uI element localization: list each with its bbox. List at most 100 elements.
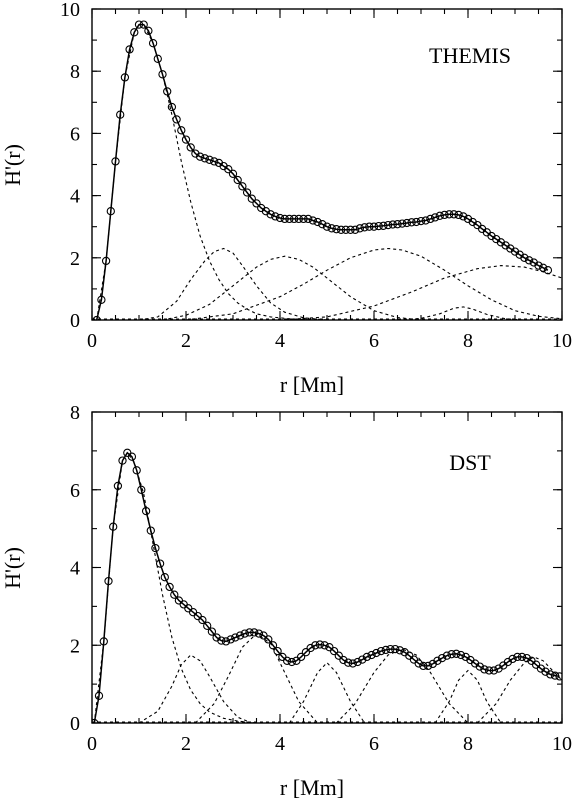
data-point [351,225,360,234]
data-point [452,649,461,658]
data-point [315,640,325,649]
y-tick-label: 8 [70,61,80,83]
x-tick-label: 4 [275,733,285,755]
data-point [172,115,181,124]
data-point [398,219,407,228]
chart-panel-2: 0 2 4 6 8 10 0 2 4 6 8 r [Mm] H'(r) DST [0,402,572,800]
y-tick-label: 8 [70,402,80,424]
data-point [296,652,306,662]
data-point [433,656,442,665]
component-curve-2 [138,247,328,320]
data-point [203,621,212,630]
data-point [344,658,353,667]
data-point [416,216,426,226]
component-curve-6 [434,669,502,723]
data-point [311,641,320,650]
data-point [381,645,390,655]
data-point [402,218,412,228]
data-point [353,657,362,667]
plot-data [92,20,562,320]
data-point [177,126,186,135]
data-point [205,155,214,164]
data-point [355,224,365,233]
data-point [238,182,247,191]
plot-frame [91,411,563,724]
data-point [449,210,459,219]
data-point [522,653,531,663]
x-tick-label: 8 [463,330,473,352]
data-point [125,45,134,54]
data-point [226,635,235,644]
y-tick-label: 4 [70,558,80,580]
y-tick-label: 4 [70,186,80,208]
data-point [543,266,553,275]
x-axis-label: r [Mm] [280,775,344,800]
data-point [524,256,534,265]
data-point [158,70,167,79]
data-point [200,154,209,163]
data-point [346,225,355,234]
y-tick-label: 6 [70,123,80,145]
data-point [546,670,555,679]
data-point [517,652,527,662]
data-point [141,506,151,516]
data-point [539,263,548,272]
y-tick-label: 0 [70,310,80,332]
component-curve-7 [477,656,562,723]
data-point [228,169,238,178]
data-point [92,315,101,320]
data-point [299,214,308,224]
y-tick-label: 2 [70,635,80,657]
data-point [151,543,160,553]
component-curve-5 [397,306,525,320]
y-axis-label: H'(r) [0,144,25,186]
data-point [374,221,383,231]
data-point [327,224,336,233]
data-point [139,20,148,29]
data-point [273,646,282,656]
data-point [146,526,155,535]
component-curve-3 [162,255,422,320]
data-point [358,655,367,664]
component-curve-4 [288,661,366,723]
data-point [235,631,245,640]
data-point [144,26,153,35]
data-point [97,295,106,304]
data-point [520,253,529,262]
data-point [155,559,165,568]
data-point [341,225,350,234]
data-point [388,220,397,229]
x-tick-label: 8 [463,733,473,755]
data-point [386,644,395,654]
data-point [120,73,130,82]
data-point [167,102,177,112]
data-point [153,54,162,63]
data-point [101,256,111,266]
y-tick-label: 2 [70,248,80,270]
data-point [484,666,494,675]
data-point [423,661,433,671]
x-tick-label: 0 [87,330,97,352]
data-point [247,194,256,203]
data-point [365,222,374,231]
data-point [94,691,104,700]
data-point [116,110,125,119]
component-curve-3 [195,632,319,723]
data-point [287,657,296,667]
data-point [555,672,562,681]
x-tick-label: 6 [369,330,379,352]
data-point [280,214,289,224]
y-tick-label: 10 [60,0,80,21]
data-point [306,643,315,653]
data-point [217,636,226,645]
data-point [383,220,393,230]
data-point [430,213,440,222]
plot-data [92,448,562,723]
component-curve-1 [93,451,257,723]
data-point [186,143,195,152]
data-point [475,662,484,671]
data-point [414,659,423,668]
data-point [109,522,118,531]
data-point [318,220,327,229]
data-point [336,225,346,234]
